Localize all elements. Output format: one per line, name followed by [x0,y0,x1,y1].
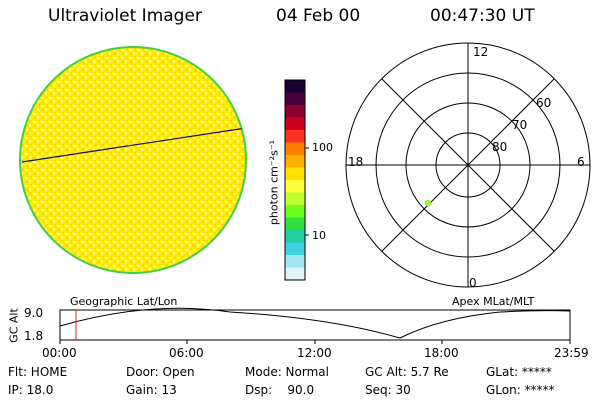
colorbar-segment [285,205,305,218]
time-label: 00:47:30 UT [430,6,535,26]
polar-ring-label-60: 60 [536,96,552,110]
info-ip: IP: 18.0 [8,383,54,397]
polar-label-right: 6 [577,155,585,169]
altitude-plot-frame [59,309,571,341]
window-title: Ultraviolet Imager [48,6,202,26]
terminator-line [21,127,246,163]
info-door: Door: Open [126,365,195,379]
polar-label-left: 18 [348,155,364,169]
colorbar-segment [285,92,305,106]
info-flt: Flt: HOME [8,365,68,379]
uv-disk-image [19,46,247,274]
colorbar-segment [285,230,305,243]
colorbar-segment [285,242,305,256]
polar-ring-label-80: 80 [492,140,508,154]
disk-rim [19,46,247,274]
date-label: 04 Feb 00 [276,6,361,26]
info-seq: Seq: 30 [365,383,411,397]
colorbar-segment [285,167,305,181]
colorbar [285,80,305,281]
polar-ring-label-70: 70 [512,118,528,132]
xtick-label-2: 12:00 [297,346,332,360]
colorbar-segment [285,180,305,193]
colorbar-segment [285,142,305,156]
info-gain: Gain: 13 [126,383,177,397]
info-gcalt: GC Alt: 5.7 Re [365,365,449,379]
colorbar-segment [285,255,305,268]
apex-coord-label: Apex MLat/MLT [452,295,535,308]
colorbar-frame [284,79,306,281]
xtick-label-3: 18:00 [424,346,459,360]
altitude-curve [59,307,571,339]
colorbar-segment [285,155,305,168]
info-mode: Mode: Normal [245,365,329,379]
colorbar-tick-label-10: 10 [312,229,326,242]
polar-label-top: 12 [473,45,489,59]
colorbar-segment [285,105,305,118]
xtick-label-4: 23:59 [554,346,589,360]
colorbar-segment [285,267,305,281]
colorbar-tick-label-100: 100 [312,141,333,154]
xtick-label-1: 06:00 [169,346,204,360]
xtick-label-0: 00:00 [42,346,77,360]
polar-diagonal-2 [381,78,555,252]
disk-fill [20,47,246,273]
colorbar-segment [285,192,305,206]
polar-label-bottom: 0 [469,276,477,290]
colorbar-unit-label: photon cm⁻²s⁻¹ [267,139,281,226]
colorbar-segment [285,217,305,231]
altitude-ytick-bottom: 1.8 [24,329,44,343]
colorbar-segment [285,130,305,143]
info-glat: GLat: ***** [486,365,552,379]
geographic-coord-label: Geographic Lat/Lon [70,295,178,308]
altitude-plot [59,307,571,344]
polar-plot [345,42,591,288]
altitude-ylabel: GC Alt [7,308,21,343]
colorbar-segment [285,80,305,93]
info-dsp: Dsp: 90.0 [245,383,315,397]
altitude-ytick-top: 9.0 [24,306,44,320]
polar-data-marker [424,199,432,207]
colorbar-segment [285,117,305,131]
info-glon: GLon: ***** [486,383,555,397]
